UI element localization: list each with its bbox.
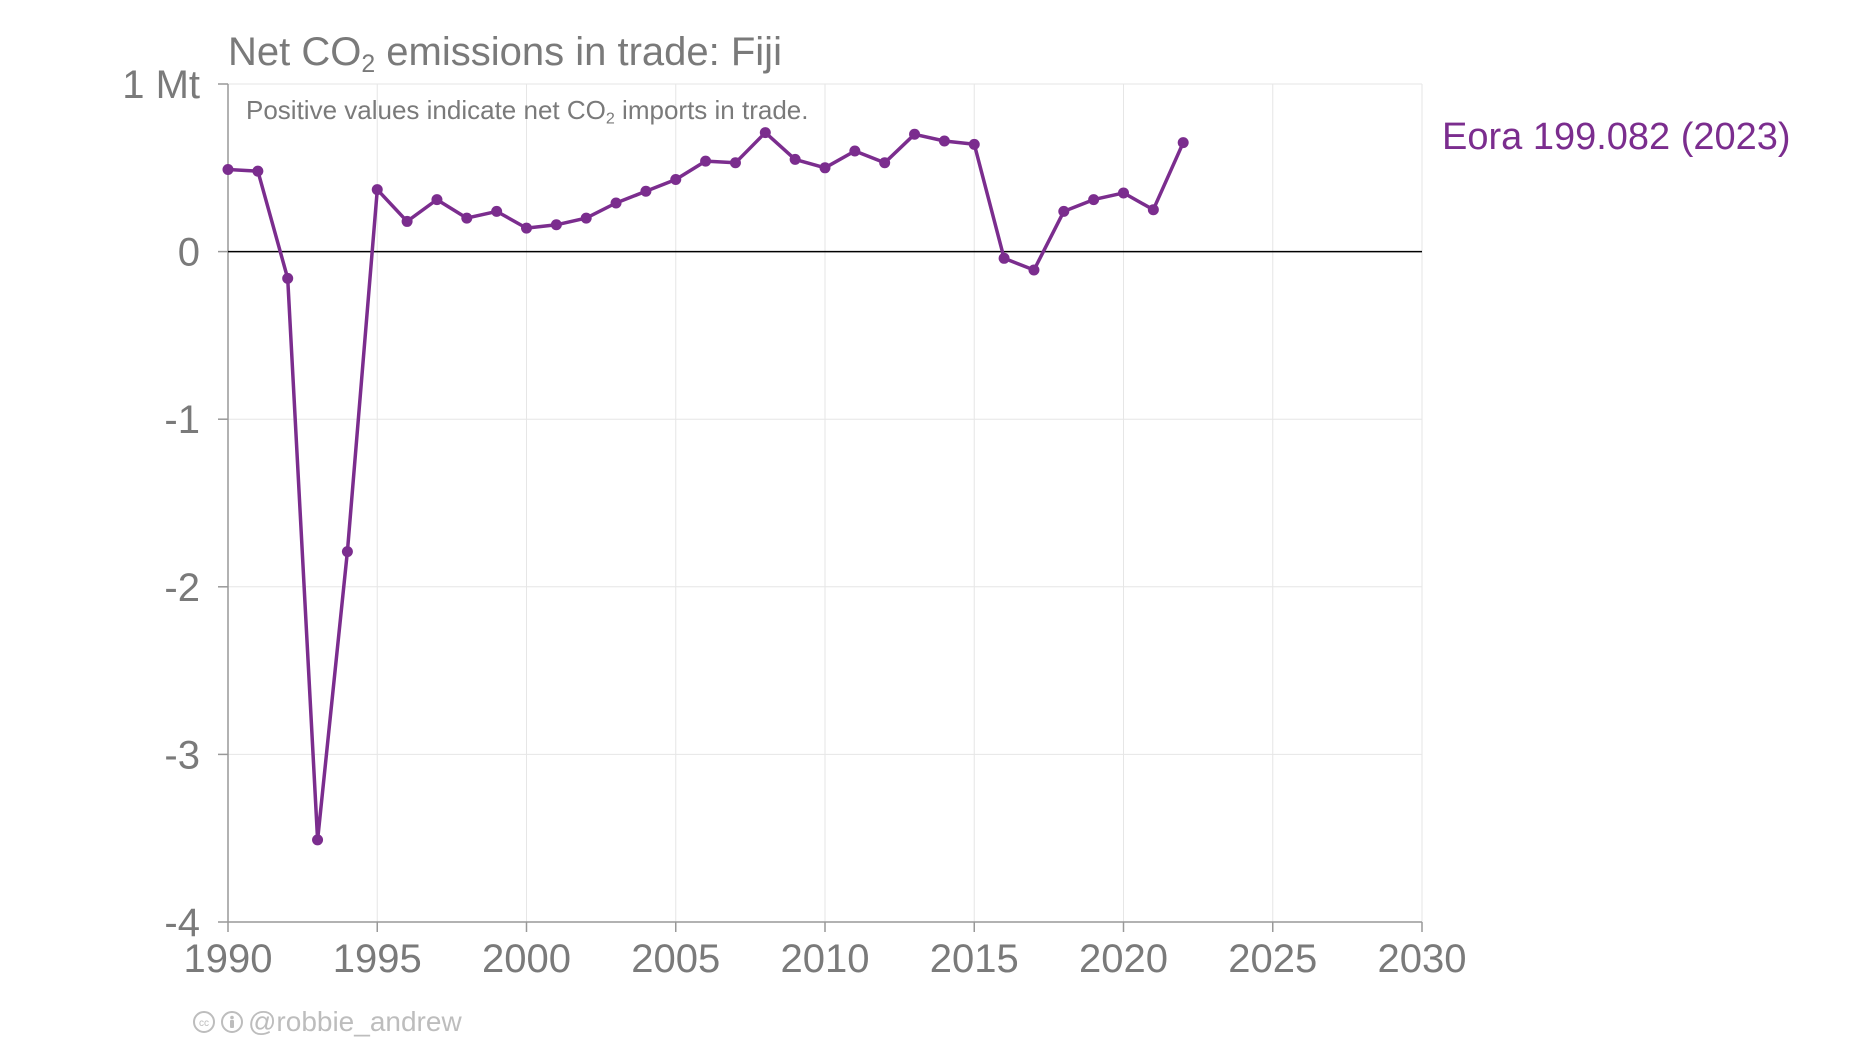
series-label: Eora 199.082 (2023) bbox=[1442, 116, 1791, 158]
credit-handle: @robbie_andrew bbox=[248, 1006, 462, 1037]
y-tick-label: -3 bbox=[164, 733, 200, 777]
data-point-2008 bbox=[759, 127, 771, 139]
data-point-2013 bbox=[909, 128, 921, 140]
chart-subtitle-suffix: imports in trade. bbox=[614, 95, 809, 125]
attribution-icon bbox=[220, 1010, 244, 1034]
x-tick-label: 2005 bbox=[631, 937, 720, 981]
series-line-0 bbox=[226, 130, 1185, 842]
chart-title: Net CO2 emissions in trade: Fiji bbox=[228, 30, 782, 79]
x-tick-label: 1990 bbox=[184, 937, 273, 981]
data-point-2015 bbox=[968, 138, 980, 150]
grid-layer bbox=[228, 83, 1423, 922]
y-tick-label: 0 bbox=[178, 231, 200, 275]
data-point-1993 bbox=[312, 834, 324, 846]
x-tick-label: 2020 bbox=[1079, 937, 1168, 981]
data-point-2021 bbox=[1147, 204, 1159, 216]
x-tick-label: 2000 bbox=[482, 937, 571, 981]
data-point-1999 bbox=[491, 205, 503, 217]
data-point-1990 bbox=[222, 163, 234, 175]
data-point-1991 bbox=[252, 165, 264, 177]
data-point-2001 bbox=[550, 219, 562, 231]
data-point-1998 bbox=[461, 212, 473, 224]
x-tick-label: 1995 bbox=[333, 937, 422, 981]
x-tick-label: 2025 bbox=[1228, 937, 1317, 981]
data-point-2004 bbox=[640, 185, 652, 197]
credit: cc @robbie_andrew bbox=[192, 1006, 462, 1038]
series-layer bbox=[222, 127, 1189, 846]
chart-subtitle: Positive values indicate net CO2 imports… bbox=[246, 95, 808, 129]
chart-subtitle-text: Positive values indicate net CO bbox=[246, 95, 606, 125]
y-tick-label: 1 Mt bbox=[122, 63, 200, 107]
data-point-2009 bbox=[789, 153, 801, 165]
x-tick-label: 2015 bbox=[930, 937, 1019, 981]
chart-subtitle-subscript: 2 bbox=[605, 109, 615, 128]
chart-title-suffix: emissions in trade: Fiji bbox=[375, 30, 782, 74]
y-tick-label: -4 bbox=[164, 901, 200, 945]
data-point-2019 bbox=[1088, 194, 1100, 206]
svg-text:cc: cc bbox=[199, 1018, 209, 1029]
data-point-2007 bbox=[729, 157, 741, 169]
data-point-2010 bbox=[819, 162, 831, 174]
data-point-2006 bbox=[700, 155, 712, 167]
data-point-2003 bbox=[610, 197, 622, 209]
data-point-2016 bbox=[998, 252, 1010, 264]
data-point-2020 bbox=[1118, 187, 1129, 199]
data-point-2018 bbox=[1058, 205, 1070, 217]
data-point-1992 bbox=[282, 272, 294, 284]
data-point-2017 bbox=[1028, 264, 1040, 276]
data-point-2022 bbox=[1177, 137, 1189, 149]
data-point-2002 bbox=[580, 212, 592, 224]
data-point-1997 bbox=[431, 194, 443, 206]
data-point-1996 bbox=[401, 215, 413, 227]
x-tick-label: 2010 bbox=[781, 937, 870, 981]
creative-commons-icon: cc bbox=[192, 1010, 216, 1034]
y-tick-label: -1 bbox=[164, 398, 200, 442]
data-point-2014 bbox=[938, 135, 950, 147]
chart-title-subscript: 2 bbox=[361, 50, 376, 78]
chart-title-text: Net CO bbox=[228, 30, 362, 74]
data-point-2000 bbox=[521, 222, 532, 234]
data-point-1995 bbox=[371, 184, 383, 196]
data-point-2012 bbox=[879, 157, 891, 169]
y-tick-label: -2 bbox=[164, 566, 200, 610]
x-tick-label: 2030 bbox=[1378, 937, 1467, 981]
data-point-1994 bbox=[341, 546, 353, 558]
data-point-2005 bbox=[670, 174, 682, 186]
data-point-2011 bbox=[849, 145, 861, 157]
